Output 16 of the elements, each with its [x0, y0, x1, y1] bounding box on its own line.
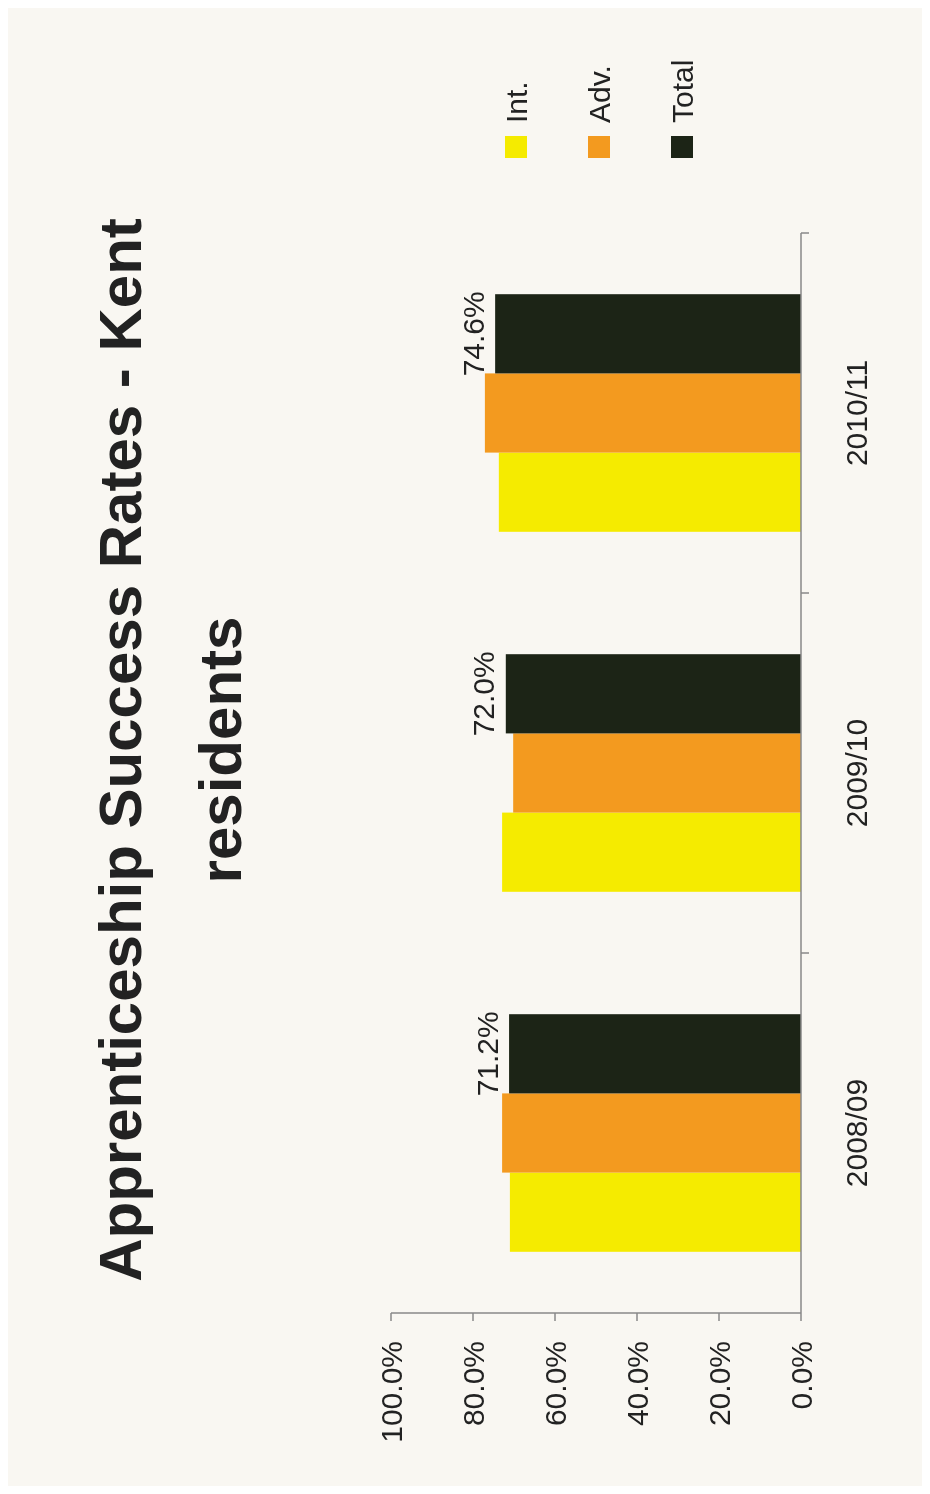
x-tick-label: 0.0%: [784, 1341, 818, 1410]
x-tick-label: 60.0%: [538, 1341, 572, 1427]
x-tick-label: 40.0%: [620, 1341, 654, 1427]
x-tick-label: 80.0%: [456, 1341, 490, 1427]
data-label: 72.0%: [467, 651, 501, 737]
data-label: 74.6%: [456, 291, 490, 377]
x-tick-label: 20.0%: [702, 1341, 736, 1427]
text: Adv.: [582, 65, 616, 123]
y-tick-label: 2009/10: [839, 718, 873, 828]
y-tick-label: 2010/11: [839, 359, 873, 467]
text: Int.: [499, 81, 533, 123]
data-label: 71.2%: [470, 1011, 504, 1097]
text: Apprenticeship Success Rates - Kent residents: [87, 218, 254, 1282]
text: Total: [665, 59, 699, 123]
y-tick-label: 2008/09: [839, 1078, 873, 1188]
x-tick-label: 100.0%: [374, 1341, 408, 1443]
